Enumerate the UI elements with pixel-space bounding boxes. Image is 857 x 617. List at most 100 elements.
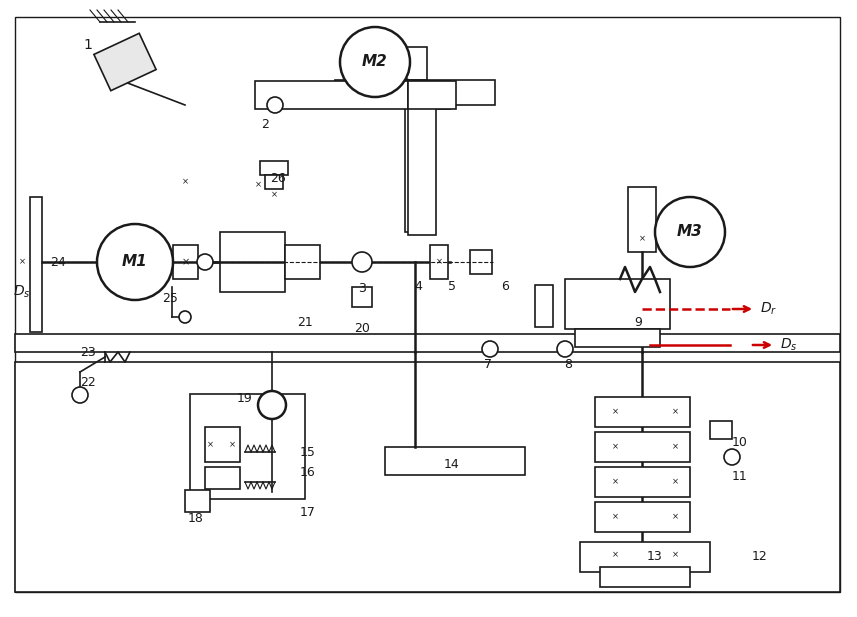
Text: 3: 3 bbox=[358, 283, 366, 296]
Text: ×: × bbox=[207, 441, 213, 450]
Bar bbox=[565, 279, 670, 329]
Bar bbox=[430, 245, 448, 279]
Text: 17: 17 bbox=[300, 505, 316, 518]
Bar bbox=[350, 109, 395, 122]
Bar bbox=[335, 117, 390, 129]
Bar bbox=[710, 421, 732, 439]
Bar bbox=[15, 362, 840, 592]
Bar bbox=[385, 447, 525, 475]
Text: 1: 1 bbox=[84, 38, 93, 52]
Bar bbox=[185, 490, 210, 512]
Bar bbox=[94, 33, 156, 91]
Text: ×: × bbox=[612, 513, 619, 521]
Text: ×: × bbox=[638, 234, 645, 244]
Text: ×: × bbox=[229, 441, 236, 450]
Text: ×: × bbox=[672, 478, 679, 486]
Text: 9: 9 bbox=[634, 315, 642, 328]
Circle shape bbox=[258, 391, 286, 419]
Text: 13: 13 bbox=[647, 550, 662, 563]
Bar bbox=[352, 287, 372, 307]
Text: 4: 4 bbox=[414, 281, 422, 294]
Bar bbox=[255, 81, 450, 109]
Bar bbox=[580, 542, 710, 572]
Circle shape bbox=[72, 387, 88, 403]
Text: ×: × bbox=[182, 257, 189, 267]
Bar bbox=[595, 432, 690, 462]
Text: 5: 5 bbox=[448, 281, 456, 294]
Text: ×: × bbox=[612, 478, 619, 486]
Bar bbox=[190, 394, 305, 499]
Text: ×: × bbox=[435, 257, 442, 267]
Text: 22: 22 bbox=[80, 376, 96, 389]
Circle shape bbox=[97, 224, 173, 300]
Text: 19: 19 bbox=[237, 392, 253, 405]
Text: 16: 16 bbox=[300, 465, 315, 479]
Text: 12: 12 bbox=[752, 550, 768, 563]
Bar bbox=[595, 502, 690, 532]
Circle shape bbox=[352, 252, 372, 272]
Bar bbox=[335, 80, 495, 105]
Bar bbox=[220, 232, 285, 292]
Bar bbox=[595, 397, 690, 427]
Circle shape bbox=[655, 197, 725, 267]
Text: ×: × bbox=[271, 191, 278, 199]
Bar bbox=[440, 117, 495, 129]
Text: 26: 26 bbox=[270, 173, 286, 186]
Text: $D_r$: $D_r$ bbox=[760, 301, 777, 317]
Text: 10: 10 bbox=[732, 436, 748, 449]
Bar bbox=[220, 232, 285, 292]
Text: 11: 11 bbox=[732, 471, 748, 484]
Bar bbox=[628, 187, 656, 252]
Bar bbox=[260, 161, 288, 175]
Bar bbox=[595, 467, 690, 497]
Text: 21: 21 bbox=[297, 315, 313, 328]
Text: ×: × bbox=[255, 181, 261, 189]
Bar bbox=[385, 475, 525, 489]
Text: 20: 20 bbox=[354, 323, 370, 336]
Bar bbox=[470, 250, 492, 274]
Bar bbox=[405, 47, 427, 232]
Text: 7: 7 bbox=[484, 358, 492, 371]
Text: M3: M3 bbox=[677, 225, 703, 239]
Text: M1: M1 bbox=[123, 254, 148, 270]
Text: ×: × bbox=[612, 407, 619, 416]
Bar bbox=[535, 285, 553, 327]
Bar bbox=[408, 81, 456, 109]
Text: 8: 8 bbox=[564, 358, 572, 371]
Text: 18: 18 bbox=[188, 512, 204, 525]
Circle shape bbox=[179, 311, 191, 323]
Circle shape bbox=[557, 341, 573, 357]
Text: 6: 6 bbox=[501, 281, 509, 294]
Text: $D_s$: $D_s$ bbox=[13, 284, 31, 300]
Bar bbox=[600, 567, 690, 587]
Bar bbox=[408, 81, 436, 235]
Text: ×: × bbox=[672, 513, 679, 521]
Text: 24: 24 bbox=[50, 255, 66, 268]
Bar bbox=[255, 109, 300, 122]
Bar bbox=[173, 245, 198, 279]
Bar bbox=[265, 175, 283, 189]
Text: 2: 2 bbox=[261, 118, 269, 131]
Circle shape bbox=[267, 97, 283, 113]
Circle shape bbox=[197, 254, 213, 270]
Circle shape bbox=[482, 341, 498, 357]
Text: 14: 14 bbox=[444, 458, 460, 471]
Text: ×: × bbox=[672, 407, 679, 416]
Text: 23: 23 bbox=[80, 346, 96, 358]
Text: M2: M2 bbox=[363, 54, 388, 70]
Text: 25: 25 bbox=[162, 292, 178, 305]
Text: ×: × bbox=[612, 550, 619, 560]
Text: ×: × bbox=[672, 550, 679, 560]
Circle shape bbox=[724, 449, 740, 465]
Text: ×: × bbox=[182, 178, 189, 186]
Bar bbox=[205, 427, 240, 462]
Bar bbox=[285, 245, 320, 279]
Bar bbox=[285, 245, 320, 279]
Bar bbox=[30, 197, 42, 332]
Bar bbox=[575, 329, 660, 347]
Text: ×: × bbox=[612, 442, 619, 452]
Text: ×: × bbox=[19, 257, 26, 267]
Text: $D_s$: $D_s$ bbox=[780, 337, 798, 353]
Circle shape bbox=[340, 27, 410, 97]
Bar bbox=[15, 334, 840, 352]
